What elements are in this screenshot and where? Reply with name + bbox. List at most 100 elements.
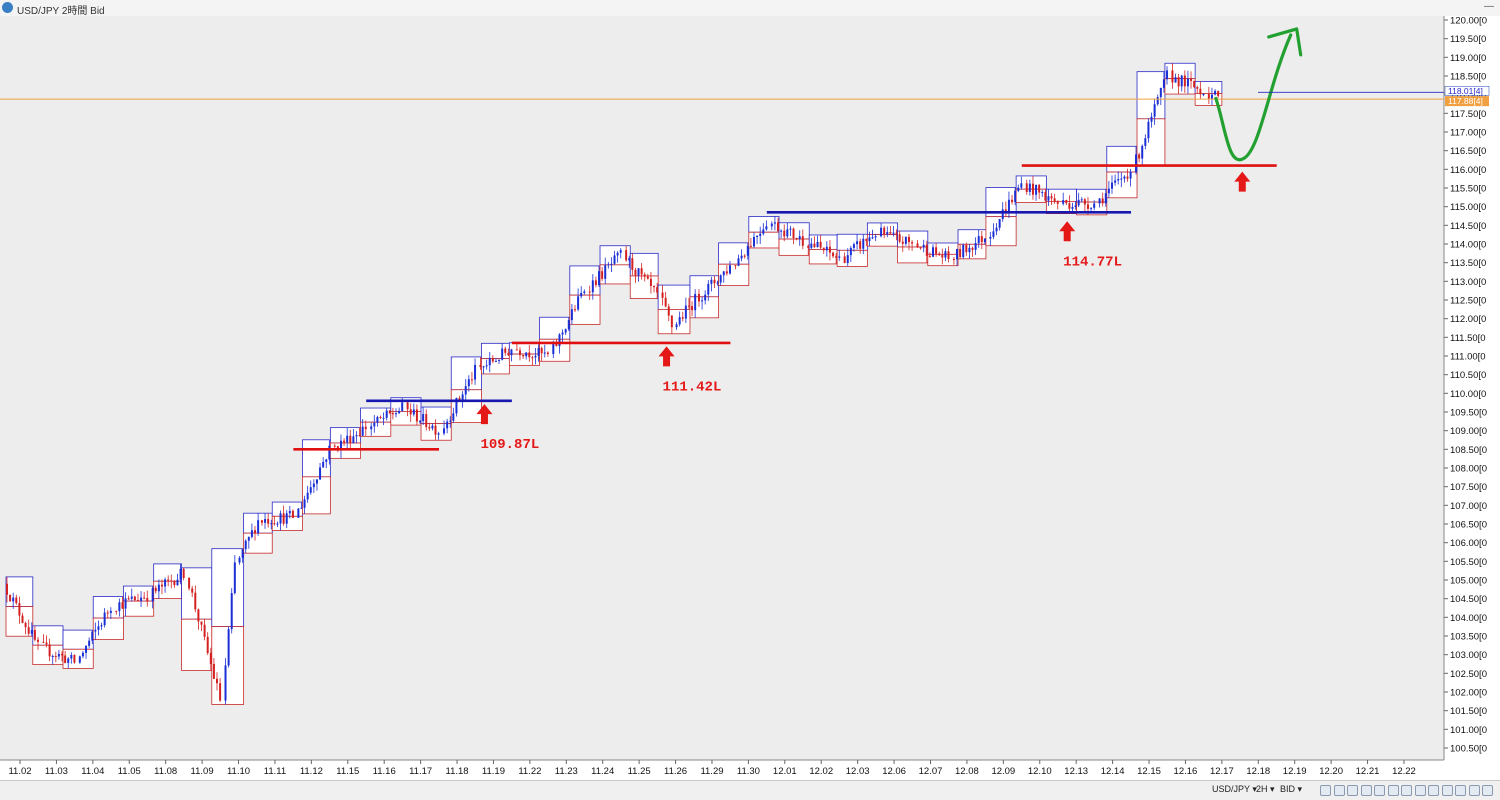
settings-icon[interactable] — [1468, 785, 1480, 796]
zoom-in-icon[interactable] — [1401, 785, 1412, 796]
candle-body — [1011, 199, 1014, 203]
candle-body — [619, 250, 622, 253]
minimize-button[interactable]: — — [1484, 1, 1494, 12]
candle-body — [510, 349, 513, 356]
candle-body — [911, 242, 914, 244]
candle-body — [1071, 206, 1074, 209]
candle-body — [759, 233, 762, 236]
crosshair-icon[interactable] — [1428, 785, 1439, 796]
x-tick-label: 12.21 — [1356, 766, 1380, 777]
x-tick-label: 12.13 — [1064, 766, 1088, 777]
candle-body — [941, 255, 944, 258]
x-tick-label: 11.29 — [700, 766, 723, 777]
candle-icon[interactable] — [1333, 785, 1345, 796]
candle-body — [373, 422, 376, 427]
candle-body — [795, 238, 798, 240]
candle-body — [637, 268, 640, 276]
y-tick-label: 118.50[0 — [1450, 72, 1486, 83]
candle-body — [48, 644, 51, 657]
candle-body — [1147, 121, 1150, 139]
support-label: 114.77L — [1063, 254, 1122, 270]
range-box-lower — [657, 309, 691, 335]
candle-body — [216, 678, 218, 684]
price-chart[interactable]: 109.87L 111.42L 114.77L 120.00[0 119.50[0 11… — [0, 16, 1500, 780]
candle-body — [564, 329, 567, 333]
candle-body — [1083, 199, 1086, 205]
candle-body — [182, 568, 185, 578]
candle-body — [770, 223, 773, 227]
draw-icon[interactable] — [1387, 785, 1399, 796]
candle-body — [944, 251, 947, 258]
candle-body — [88, 640, 91, 646]
candle-body — [57, 653, 60, 657]
candle-body — [300, 507, 303, 509]
price-side-select[interactable]: BID ▾ — [1280, 784, 1303, 794]
candle-body — [467, 379, 470, 387]
candle-body — [749, 245, 752, 247]
candle-body — [103, 612, 106, 626]
x-tick-label: 11.26 — [664, 766, 687, 777]
candle-body — [1171, 70, 1174, 83]
candle-body — [491, 358, 494, 362]
target-arrow-icon — [1234, 171, 1251, 192]
candle-body — [543, 352, 546, 354]
arrow-icon[interactable] — [1455, 785, 1466, 796]
y-tick-label: 106.00[0 — [1450, 538, 1487, 549]
candle-body — [574, 309, 576, 311]
candle-body — [136, 600, 139, 602]
zoom-out-icon[interactable] — [1414, 785, 1426, 796]
candle-body — [1150, 116, 1153, 122]
candle-body — [319, 467, 322, 480]
candle-body — [1093, 203, 1096, 208]
x-tick-label: 11.05 — [118, 766, 141, 777]
candle-body — [1062, 200, 1065, 204]
candle-body — [364, 426, 367, 430]
y-tick-label: 106.50[0 — [1450, 520, 1487, 531]
candle-body — [15, 597, 18, 604]
candle-body — [661, 292, 664, 298]
x-tick-label: 12.19 — [1283, 766, 1307, 777]
candle-body — [938, 253, 941, 256]
app-icon — [2, 2, 13, 13]
x-tick-label: 12.16 — [1174, 766, 1198, 777]
candle-body — [1138, 154, 1141, 159]
candle-body — [233, 562, 236, 594]
scroll-icon[interactable] — [1320, 785, 1331, 796]
candle-body — [398, 410, 401, 414]
candle-body — [37, 639, 39, 642]
symbol-select[interactable]: USD/JPY ▾ — [1212, 784, 1257, 794]
candle-body — [1183, 75, 1186, 87]
x-tick-label: 11.24 — [591, 766, 614, 777]
candle-body — [956, 248, 959, 260]
candle-body — [227, 629, 230, 666]
candle-body — [51, 655, 54, 657]
y-tick-label: 100.50[0 — [1450, 744, 1487, 755]
candle-body — [832, 252, 835, 257]
flag-icon[interactable] — [1441, 785, 1453, 796]
y-tick-label: 120.00[0 — [1450, 16, 1487, 27]
candle-body — [349, 435, 352, 444]
candle-body — [474, 364, 477, 380]
timeframe-select[interactable]: 2H ▾ — [1256, 784, 1275, 794]
bar-icon[interactable] — [1347, 785, 1358, 796]
ask-price-label: 118.01[4] — [1448, 86, 1483, 96]
candle-body — [1159, 87, 1162, 98]
candle-body — [1090, 207, 1093, 209]
y-tick-label: 102.00[0 — [1450, 688, 1487, 699]
candle-body — [431, 425, 434, 429]
candle-body — [762, 229, 765, 234]
candle-body — [170, 580, 173, 582]
candle-body — [874, 236, 877, 238]
candle-body — [1177, 77, 1180, 87]
cursor-icon[interactable] — [1374, 785, 1385, 796]
line-icon[interactable] — [1360, 785, 1372, 796]
candle-body — [722, 271, 725, 276]
candle-body — [525, 352, 528, 357]
candle-body — [1028, 183, 1031, 192]
y-tick-label: 117.00[0 — [1450, 128, 1486, 139]
range-box-lower — [897, 246, 929, 264]
candle-body — [552, 343, 555, 355]
candle-body — [1007, 199, 1010, 213]
range-box-upper — [718, 242, 750, 265]
search-icon[interactable] — [1482, 785, 1493, 796]
